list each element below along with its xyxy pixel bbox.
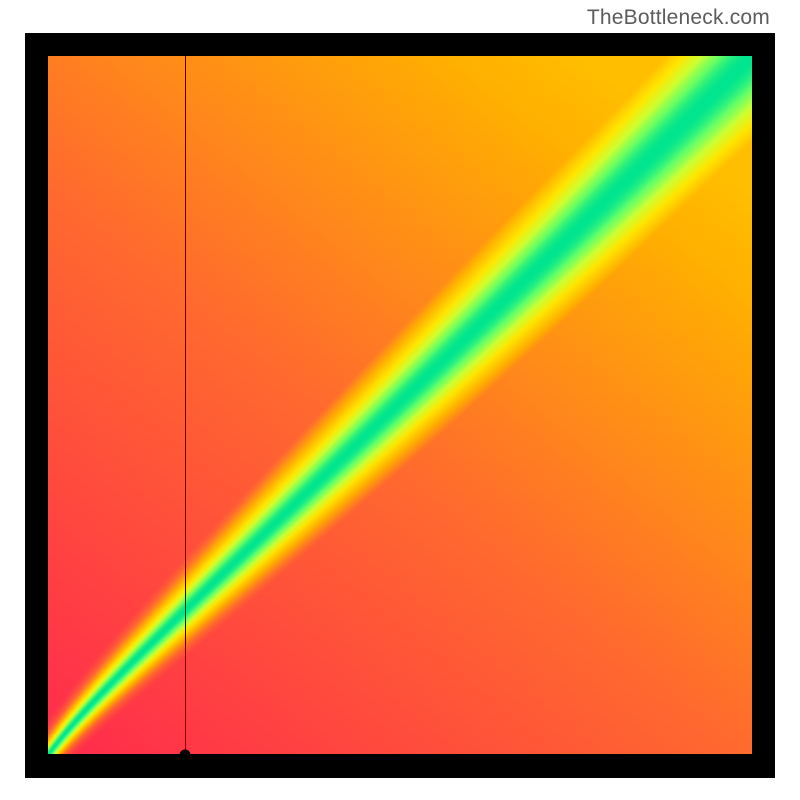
crosshair-vertical-line: [185, 56, 186, 755]
bottleneck-heatmap: [48, 56, 752, 755]
selection-marker: [180, 750, 191, 761]
crosshair-horizontal-line: [48, 754, 752, 755]
chart-container: TheBottleneck.com: [0, 0, 800, 800]
attribution-label: TheBottleneck.com: [587, 6, 770, 30]
